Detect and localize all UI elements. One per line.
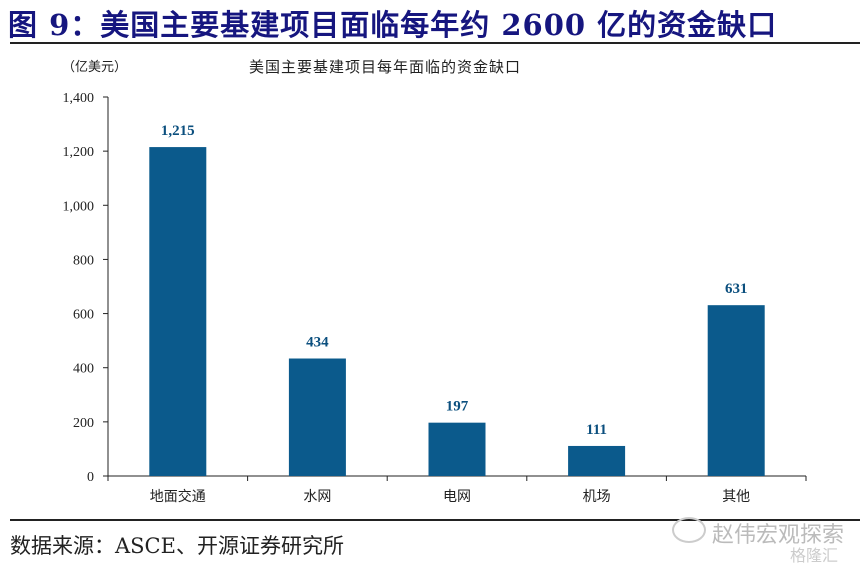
y-tick-label: 200 <box>73 416 94 431</box>
bar <box>707 305 765 476</box>
y-tick-label: 0 <box>87 470 94 485</box>
data-label: 434 <box>306 335 329 351</box>
y-tick-label: 1,200 <box>63 145 95 160</box>
y-tick-label: 800 <box>73 253 94 268</box>
data-label: 631 <box>725 281 748 297</box>
bar <box>149 147 207 476</box>
title-divider <box>10 42 860 44</box>
data-label: 111 <box>586 422 607 438</box>
x-tick-label: 其他 <box>722 489 750 505</box>
watermark-brand: 格隆汇 <box>790 546 839 565</box>
x-tick-label: 电网 <box>443 489 471 505</box>
bar <box>288 358 346 476</box>
y-axis-unit: （亿美元） <box>62 60 128 75</box>
x-tick-label: 机场 <box>583 489 611 505</box>
data-label: 197 <box>446 399 469 415</box>
y-tick-label: 400 <box>73 362 94 377</box>
y-tick-label: 1,000 <box>63 199 95 214</box>
wechat-icon <box>672 517 706 543</box>
figure-title: 图 9：美国主要基建项目面临每年约 2600 亿的资金缺口 <box>8 8 778 42</box>
watermark-account: 赵伟宏观探索 <box>712 523 845 548</box>
source-note: 数据来源：ASCE、开源证券研究所 <box>10 534 344 558</box>
x-tick-label: 地面交通 <box>150 488 206 505</box>
source-divider <box>10 519 860 521</box>
y-tick-label: 600 <box>73 308 94 323</box>
chart-title: 美国主要基建项目每年面临的资金缺口 <box>249 58 522 76</box>
bar <box>428 422 486 476</box>
data-label: 1,215 <box>161 123 195 139</box>
y-tick-label: 1,400 <box>63 91 95 106</box>
bar <box>568 445 626 476</box>
x-tick-label: 水网 <box>303 489 331 505</box>
